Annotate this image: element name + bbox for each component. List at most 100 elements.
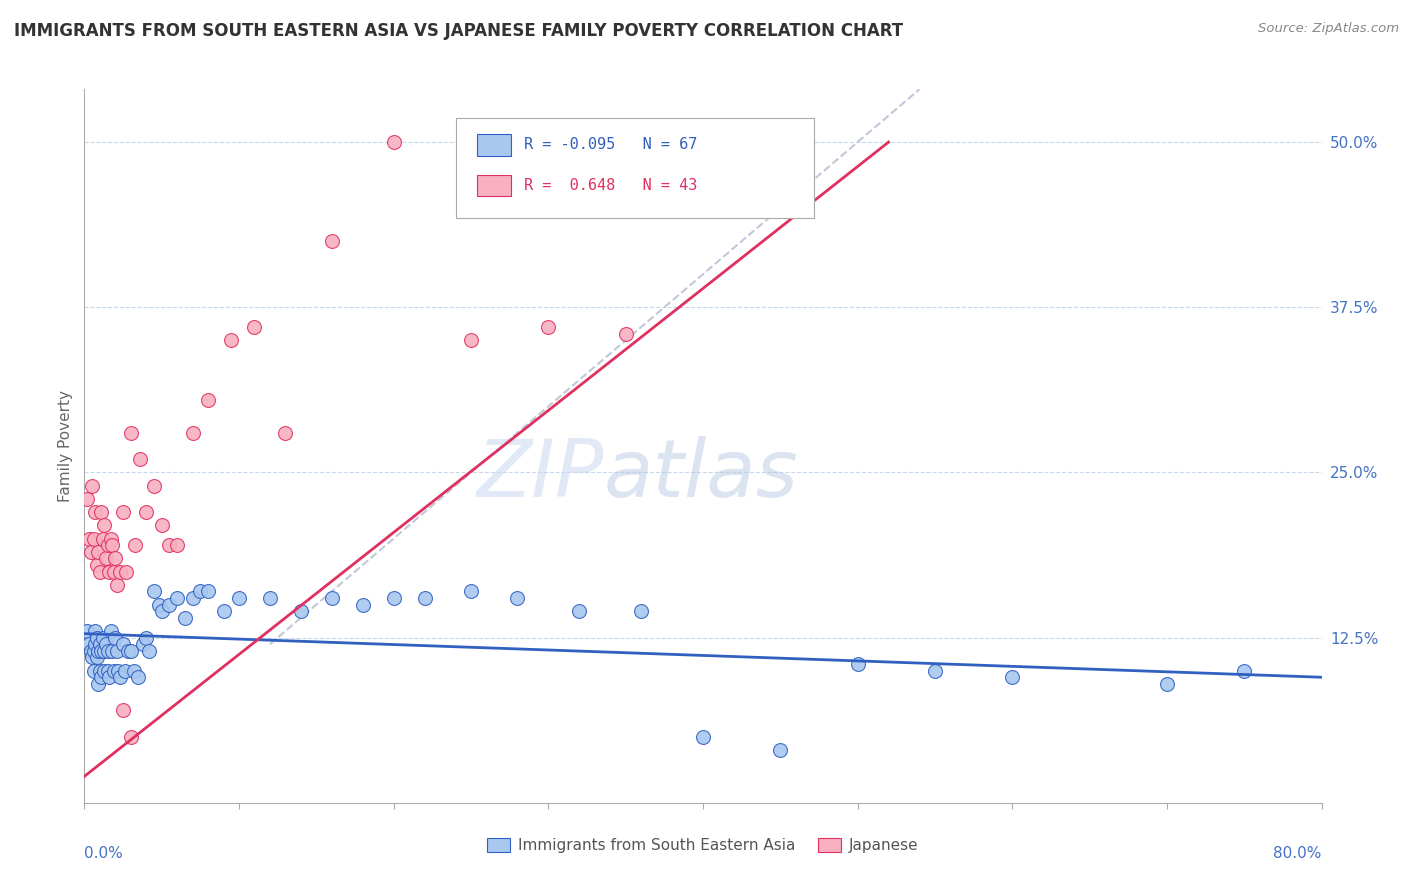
Point [98,670,121,684]
Point [243,320,266,334]
Point [90,505,112,519]
Point [101,538,124,552]
Point [87,677,110,691]
Text: ZIP: ZIP [477,435,605,514]
Point [197,392,219,407]
Text: 80.0%: 80.0% [1274,846,1322,861]
Text: IMMIGRANTS FROM SOUTH EASTERN ASIA VS JAPANESE FAMILY POVERTY CORRELATION CHART: IMMIGRANTS FROM SOUTH EASTERN ASIA VS JA… [14,22,903,40]
Point [150,518,173,533]
Point [197,584,219,599]
Point [117,644,139,658]
Point [382,135,405,149]
Point [568,604,591,618]
Point [105,644,128,658]
Point [98,565,121,579]
Point [148,598,170,612]
Point [77,637,100,651]
Point [290,604,312,618]
Point [138,644,160,658]
Point [89,637,111,651]
Point [84,624,107,638]
Point [115,565,138,579]
Point [181,591,204,605]
Point [135,631,157,645]
Point [93,518,115,533]
Point [104,551,127,566]
Point [274,425,297,440]
Point [76,491,98,506]
Point [103,664,125,678]
Point [212,604,235,618]
Point [143,584,166,599]
Point [120,730,142,744]
Point [93,644,115,658]
Point [96,644,118,658]
Point [537,320,560,334]
Point [1001,670,1024,684]
Point [120,425,142,440]
Point [105,578,128,592]
Point [91,631,114,645]
Point [90,670,112,684]
Point [83,532,105,546]
FancyBboxPatch shape [477,134,512,155]
Point [108,565,131,579]
Point [129,452,152,467]
Point [122,664,145,678]
Point [79,644,101,658]
Point [94,551,117,566]
Point [112,703,135,717]
Point [259,591,281,605]
Point [614,326,637,341]
Text: 0.0%: 0.0% [84,846,124,861]
Point [89,565,111,579]
Point [132,637,155,651]
Point [83,664,105,678]
Point [120,644,142,658]
Point [166,538,188,552]
Point [150,604,173,618]
FancyBboxPatch shape [477,175,512,196]
Point [1156,677,1178,691]
Point [90,644,112,658]
Text: R = -0.095   N = 67: R = -0.095 N = 67 [523,136,697,152]
Point [84,505,107,519]
Point [174,611,197,625]
Point [630,604,652,618]
Point [127,670,149,684]
Point [124,538,146,552]
Point [107,664,129,678]
Point [112,637,135,651]
Point [86,631,108,645]
Point [82,478,104,492]
Point [506,591,529,605]
Point [159,538,180,552]
Legend: Immigrants from South Eastern Asia, Japanese: Immigrants from South Eastern Asia, Japa… [481,832,925,859]
Point [96,664,118,678]
Point [96,538,118,552]
Point [159,598,180,612]
Point [83,644,105,658]
Point [93,664,115,678]
Point [460,333,482,347]
Point [77,532,100,546]
Point [84,637,107,651]
Point [114,664,136,678]
FancyBboxPatch shape [456,118,814,218]
Point [321,591,343,605]
Point [76,624,98,638]
Point [219,333,242,347]
Y-axis label: Family Poverty: Family Poverty [58,390,73,502]
Point [91,532,114,546]
Point [321,234,343,248]
Point [135,505,157,519]
Point [82,650,104,665]
Point [166,591,188,605]
Point [100,532,122,546]
Point [86,650,108,665]
Point [104,631,127,645]
Point [100,624,122,638]
Point [846,657,869,671]
Point [924,664,946,678]
Point [1233,664,1256,678]
